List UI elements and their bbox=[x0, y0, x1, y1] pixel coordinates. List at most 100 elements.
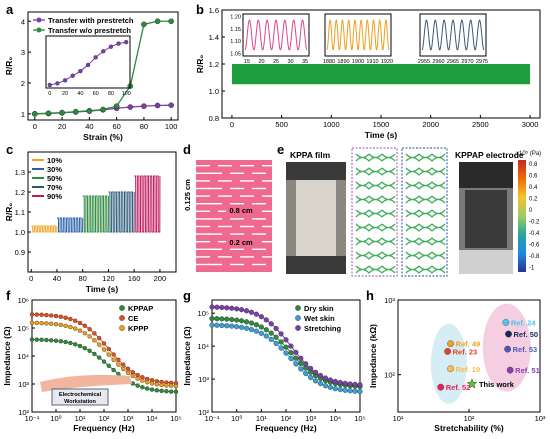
d-slit bbox=[218, 165, 232, 167]
f-point bbox=[29, 320, 35, 325]
d-slit bbox=[208, 172, 222, 174]
g-point bbox=[293, 349, 299, 355]
g-xtick-label: 10⁵ bbox=[354, 414, 365, 423]
a-inset-xtick: 60 bbox=[93, 91, 99, 97]
h-point-label: Ref. 49 bbox=[456, 340, 481, 349]
g-point bbox=[332, 386, 338, 392]
g-legend-marker bbox=[295, 305, 301, 311]
f-point bbox=[39, 337, 44, 342]
f-point bbox=[106, 352, 111, 357]
g-point bbox=[219, 304, 225, 311]
f-point bbox=[53, 338, 59, 343]
a-inset-xtick: 100 bbox=[122, 91, 131, 97]
e-colorbar-tick: -0.6 bbox=[529, 243, 540, 249]
a-point bbox=[141, 103, 147, 109]
a-inset-point bbox=[108, 44, 114, 49]
g-point bbox=[224, 316, 230, 322]
d-slit bbox=[240, 165, 254, 167]
f-point bbox=[159, 388, 164, 394]
g-point bbox=[327, 377, 333, 383]
f-point bbox=[135, 383, 140, 388]
c-xlabel: Time (s) bbox=[86, 284, 119, 294]
g-point bbox=[308, 374, 314, 381]
b-ytick-label: 1.6 bbox=[209, 6, 219, 15]
chart-g: 10² 10³ 10⁴ 10⁵ 10⁻¹ 10⁰ 10¹ 10² 10³ 10⁴ 10⁵ Freque… bbox=[182, 299, 366, 433]
d-slit bbox=[230, 248, 244, 250]
a-point bbox=[154, 102, 161, 109]
f-point bbox=[29, 312, 35, 317]
g-point bbox=[303, 365, 309, 371]
panel-d-pattern: 0.125 cm 0.8 cm 0.2 cm bbox=[183, 160, 276, 272]
g-point bbox=[298, 366, 304, 372]
f-ytick-label: 10⁴ bbox=[17, 352, 29, 361]
d-slit bbox=[240, 195, 254, 197]
b-inset-xtick: 1890 bbox=[337, 59, 349, 65]
f-point bbox=[121, 362, 126, 367]
g-point bbox=[298, 355, 304, 361]
e-colorbar-tick: 0.2 bbox=[529, 197, 538, 203]
a-ytick-label: 2 bbox=[21, 79, 25, 88]
g-point bbox=[258, 324, 264, 330]
g-point bbox=[209, 304, 215, 310]
h-point-label: This work bbox=[479, 380, 515, 389]
f-point bbox=[82, 345, 87, 351]
d-slit bbox=[196, 210, 210, 212]
e-colorbar-tick: -0.2 bbox=[529, 220, 540, 226]
a-ytick-label: 1 bbox=[21, 110, 25, 119]
g-point bbox=[234, 324, 240, 330]
g-point bbox=[219, 316, 225, 322]
g-point bbox=[283, 350, 289, 356]
g-point bbox=[239, 318, 245, 324]
b-xtick-label: 1000 bbox=[323, 120, 340, 129]
a-inset-xtick: 0 bbox=[48, 91, 51, 97]
d-slit bbox=[262, 180, 276, 182]
h-point bbox=[447, 365, 454, 373]
d-slit bbox=[196, 225, 210, 228]
g-point bbox=[273, 334, 279, 340]
c-xtick-label: 160 bbox=[128, 274, 141, 283]
a-point bbox=[100, 106, 106, 113]
c-ytick-label: 1.3 bbox=[15, 168, 25, 177]
f-point bbox=[58, 314, 63, 319]
c-ytick-label: 0.9 bbox=[15, 248, 25, 257]
f-legend-label: KPPP bbox=[128, 324, 148, 333]
d-slit bbox=[196, 187, 210, 190]
f-point bbox=[44, 337, 49, 343]
f-point bbox=[169, 383, 174, 388]
b-ytick-label: 1.4 bbox=[209, 33, 219, 42]
a-point bbox=[154, 18, 161, 25]
g-ytick-label: 10⁴ bbox=[197, 342, 209, 351]
a-inset-point bbox=[93, 55, 98, 60]
b-inset-xtick: 2955 bbox=[418, 59, 430, 65]
chart-h: 10¹ 10² 10³ 10² 10³ Stretchability (%) Impedan… bbox=[368, 296, 546, 433]
b-ylabel: R/R₀ bbox=[195, 55, 205, 74]
f-point bbox=[92, 351, 97, 357]
d-slit bbox=[196, 180, 210, 182]
g-point bbox=[268, 336, 274, 342]
e-sim-lattice bbox=[405, 153, 446, 274]
g-point bbox=[308, 365, 314, 372]
h-point-label: Ref. 24 bbox=[511, 318, 536, 327]
b-ytick-label: 1.0 bbox=[209, 87, 219, 96]
h-point-label: Ref. 23 bbox=[453, 347, 478, 356]
f-xtick-label: 10⁴ bbox=[146, 414, 158, 423]
c-xtick-label: 200 bbox=[154, 274, 167, 283]
d-slit bbox=[196, 165, 210, 167]
g-xtick-label: 10⁰ bbox=[231, 414, 242, 423]
f-point bbox=[145, 380, 150, 385]
f-point bbox=[53, 322, 59, 327]
d-label-bg bbox=[226, 205, 256, 215]
f-point bbox=[68, 324, 73, 330]
g-point bbox=[283, 337, 289, 343]
g-point bbox=[332, 378, 338, 385]
f-point bbox=[154, 388, 159, 393]
e-colorbar-tick: -0.4 bbox=[529, 231, 540, 237]
b-xtick-label: 0 bbox=[230, 120, 234, 129]
d-dim-length: 0.8 cm bbox=[229, 206, 253, 215]
d-slit bbox=[208, 263, 222, 266]
d-slit bbox=[208, 218, 222, 220]
f-point bbox=[34, 320, 39, 326]
f-point bbox=[34, 312, 39, 317]
f-xlabel: Frequency (Hz) bbox=[73, 423, 135, 433]
f-point bbox=[49, 321, 54, 326]
